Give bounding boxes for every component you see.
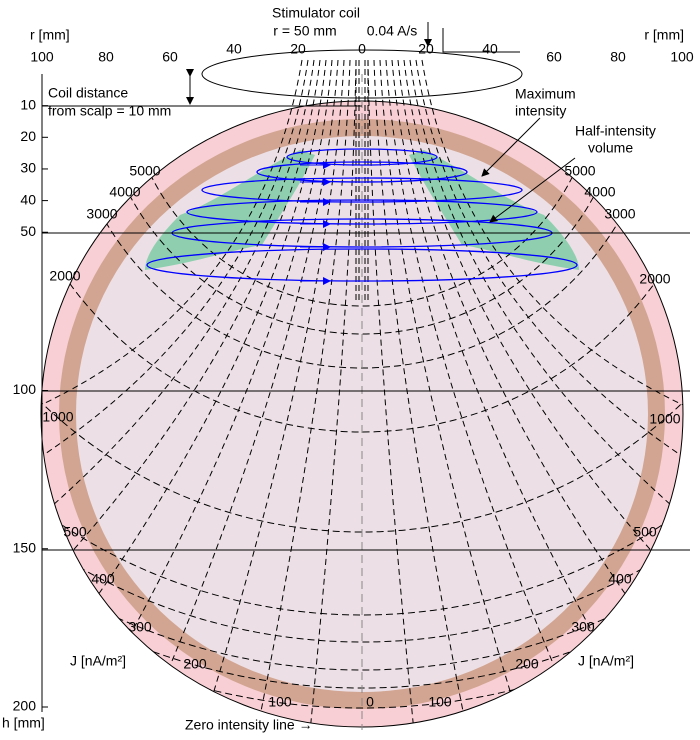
r-tick-label: 80 (98, 49, 114, 65)
current-loop (256, 161, 468, 183)
h-tick-label: 30 (20, 160, 36, 176)
contour (63, 101, 661, 369)
contour-label: 1000 (649, 411, 680, 427)
annotation: Half-intensity (575, 123, 656, 139)
contour-label: 300 (571, 619, 595, 635)
field-line (213, 59, 345, 692)
field-lines (40, 59, 684, 724)
field-line (131, 59, 333, 633)
contour-label: 500 (63, 524, 87, 540)
contour-label: 200 (515, 656, 539, 672)
contour-label: 400 (91, 571, 115, 587)
coil-bracket (442, 28, 520, 53)
coil-distance: Coil distance (48, 85, 128, 101)
field-line (367, 59, 414, 724)
contour-label: 0 (366, 694, 374, 710)
field-line (72, 59, 321, 551)
unit-label: J [nA/m²] (70, 653, 126, 669)
field-line (379, 59, 511, 692)
field-line (385, 59, 555, 666)
contour-label: 2000 (49, 268, 80, 284)
r-tick-label: 60 (546, 49, 562, 65)
r-tick-label: 100 (30, 49, 54, 65)
field-line (397, 59, 626, 594)
field-line (40, 59, 303, 406)
contour-label: 2000 (639, 271, 670, 287)
coil (201, 49, 523, 99)
contour-label: 5000 (564, 163, 595, 179)
current-loop (186, 199, 538, 225)
current-loop (201, 177, 523, 203)
r-tick-label: 0 (358, 41, 366, 57)
contour-label: 1000 (42, 409, 73, 425)
coil-rate: 0.04 A/s (367, 23, 418, 39)
r-tick-label: 20 (290, 41, 306, 57)
r-tick-label: 40 (482, 41, 498, 57)
field-line (43, 59, 309, 456)
annotation: volume (588, 140, 633, 156)
contour-label: 5000 (129, 163, 160, 179)
r-tick-label: 100 (670, 49, 694, 65)
field-line (415, 59, 681, 456)
coil-title: Stimulator coil (272, 5, 360, 21)
h-tick-label: 200 (13, 698, 37, 714)
h-tick-label: 50 (20, 223, 36, 239)
contour (41, 101, 683, 709)
half-arrow (489, 157, 576, 223)
current-loops (146, 148, 578, 285)
current-loop (286, 148, 438, 166)
annotation: Zero intensity line → (185, 717, 313, 733)
coil-radius: r = 50 mm (273, 23, 336, 39)
h-tick-label: 40 (20, 191, 36, 207)
field-line (54, 59, 315, 505)
r-tick-label: 20 (418, 41, 434, 57)
h-axis-label: h [mm] (2, 715, 45, 731)
r-axis-label: r [mm] (644, 27, 684, 43)
contour-label: 3000 (86, 206, 117, 222)
r-tick-label: 40 (226, 41, 242, 57)
contour-label: 4000 (109, 184, 140, 200)
r-tick-label: 60 (162, 49, 178, 65)
r-axis-label: r [mm] (30, 27, 70, 43)
max-arrow (481, 117, 541, 177)
contour-label: 4000 (584, 184, 615, 200)
contour-label: 400 (608, 571, 632, 587)
field-line (169, 59, 339, 666)
contour-label: 3000 (604, 206, 635, 222)
current-loop (146, 248, 578, 282)
unit-label: J [nA/m²] (578, 653, 634, 669)
field-line (421, 59, 684, 406)
h-tick-label: 100 (13, 381, 37, 397)
contour-label: 100 (268, 694, 292, 710)
field-line (409, 59, 670, 505)
contour-label: 300 (128, 619, 152, 635)
field-line (391, 59, 593, 633)
field-line (373, 59, 464, 712)
contour-label: 500 (633, 524, 657, 540)
field-line (403, 59, 652, 551)
field-line (310, 59, 357, 724)
annotation: Maximum (515, 86, 576, 102)
r-tick-label: 80 (610, 49, 626, 65)
annotation: intensity (515, 103, 566, 119)
contour-label: 100 (428, 694, 452, 710)
coil-distance: from scalp = 10 mm (48, 103, 171, 119)
field-line (260, 59, 351, 712)
h-tick-label: 10 (20, 96, 36, 112)
contour-label: 200 (183, 656, 207, 672)
h-tick-label: 150 (13, 539, 37, 555)
h-tick-label: 20 (20, 128, 36, 144)
field-line (98, 59, 327, 594)
